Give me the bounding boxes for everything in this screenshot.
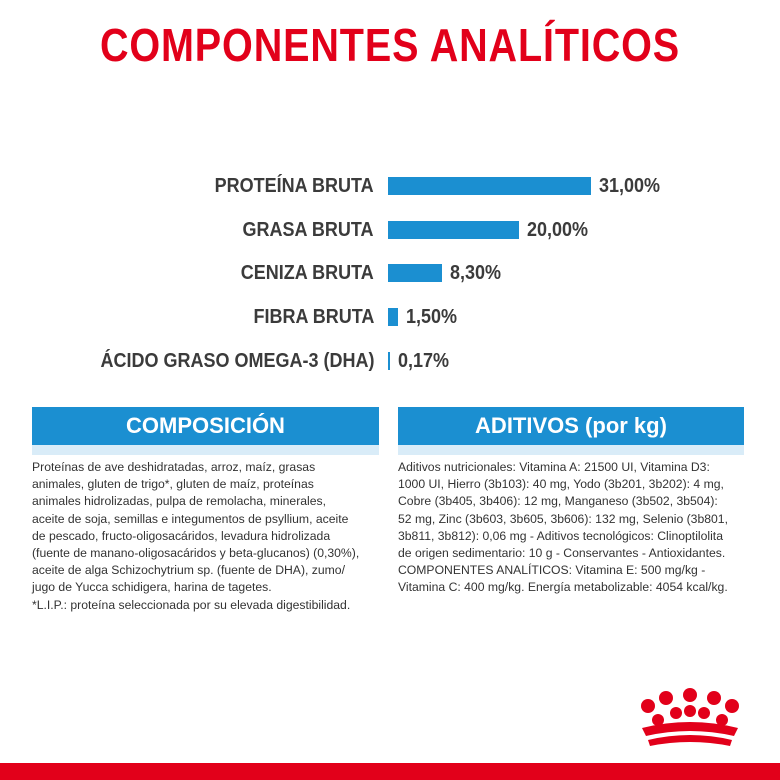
composition-heading: COMPOSICIÓN	[32, 407, 379, 445]
composition-line: Proteínas de ave deshidratadas, arroz, m…	[32, 460, 316, 474]
additives-line: 1000 UI, Hierro (3b103): 40 mg, Yodo (3b…	[398, 477, 724, 492]
nutrient-label: CENIZA BRUTA	[241, 262, 374, 284]
nutrient-label: GRASA BRUTA	[243, 219, 374, 241]
nutrient-row: FIBRA BRUTA 1,50%	[0, 303, 780, 331]
composition-line: (fuente de manano-oligosacáridos y beta-…	[32, 546, 360, 561]
additives-text: Aditivos nutricionales: Vitamina A: 2150…	[398, 459, 750, 597]
nutrient-bar	[388, 264, 443, 282]
bottom-brand-band	[0, 763, 780, 780]
nutrient-value: 8,30%	[450, 262, 502, 284]
nutrient-row: CENIZA BRUTA 8,30%	[0, 259, 780, 287]
additives-heading: ADITIVOS (por kg)	[398, 407, 744, 445]
composition-line: animales, gluten de trigo*, gluten de ma…	[32, 477, 314, 492]
nutrient-row: GRASA BRUTA 20,00%	[0, 216, 780, 244]
nutrient-label: ÁCIDO GRASO OMEGA-3 (DHA)	[99, 350, 374, 372]
composition-header-strip	[32, 445, 379, 455]
additives-line: COMPONENTES ANALÍTICOS: Vitamina E: 500 …	[398, 563, 706, 578]
nutrient-bar	[388, 308, 398, 326]
nutrient-value: 0,17%	[398, 350, 450, 372]
composition-header: COMPOSICIÓN	[32, 407, 379, 445]
composition-line: aceite de soja, semillas e integumentos …	[32, 511, 349, 526]
nutrient-bar	[388, 177, 591, 195]
nutrient-value: 1,50%	[405, 306, 457, 328]
nutrient-value: 31,00%	[598, 175, 660, 197]
additives-line: 52 mg, Zinc (3b603, 3b605, 3b606): 132 m…	[398, 511, 728, 526]
additives-line: Cobre (3b405, 3b406): 12 mg, Manganeso (…	[398, 494, 718, 509]
nutrient-label: PROTEÍNA BRUTA	[214, 175, 374, 197]
composition-text: Proteínas de ave deshidratadas, arroz, m…	[32, 459, 382, 614]
nutrient-value: 20,00%	[526, 219, 588, 241]
additives-header: ADITIVOS (por kg)	[398, 407, 744, 445]
composition-line: de pescado, fructo-oligosacáridos, levad…	[32, 528, 331, 543]
additives-line: Aditivos nutricionales: Vitamina A: 2150…	[398, 460, 710, 474]
composition-line: jugo de Yucca schidigera, harina de tage…	[32, 580, 272, 595]
additives-line: de origen sedimentario: 10 g - Conservan…	[398, 546, 726, 561]
composition-line: aceite de alga Schizochytrium sp. (fuent…	[32, 563, 345, 578]
additives-line: 3b811, 3b812): 0,06 mg - Aditivos tecnol…	[398, 528, 723, 543]
nutrient-bar	[388, 352, 390, 370]
nutrient-row: ÁCIDO GRASO OMEGA-3 (DHA) 0,17%	[0, 347, 780, 375]
royal-canin-crown-logo-icon	[641, 688, 739, 746]
page-title: COMPONENTES ANALÍTICOS	[99, 19, 681, 71]
nutrient-row: PROTEÍNA BRUTA 31,00%	[0, 172, 780, 200]
additives-line: Vitamina C: 400 mg/kg. Energía metaboliz…	[398, 580, 728, 595]
nutrient-label: FIBRA BRUTA	[253, 306, 374, 328]
nutrient-bar	[388, 221, 519, 239]
composition-line: *L.I.P.: proteína seleccionada por su el…	[32, 597, 351, 612]
additives-header-strip	[398, 445, 744, 455]
composition-line: animales hidrolizadas, pulpa de remolach…	[32, 494, 327, 509]
